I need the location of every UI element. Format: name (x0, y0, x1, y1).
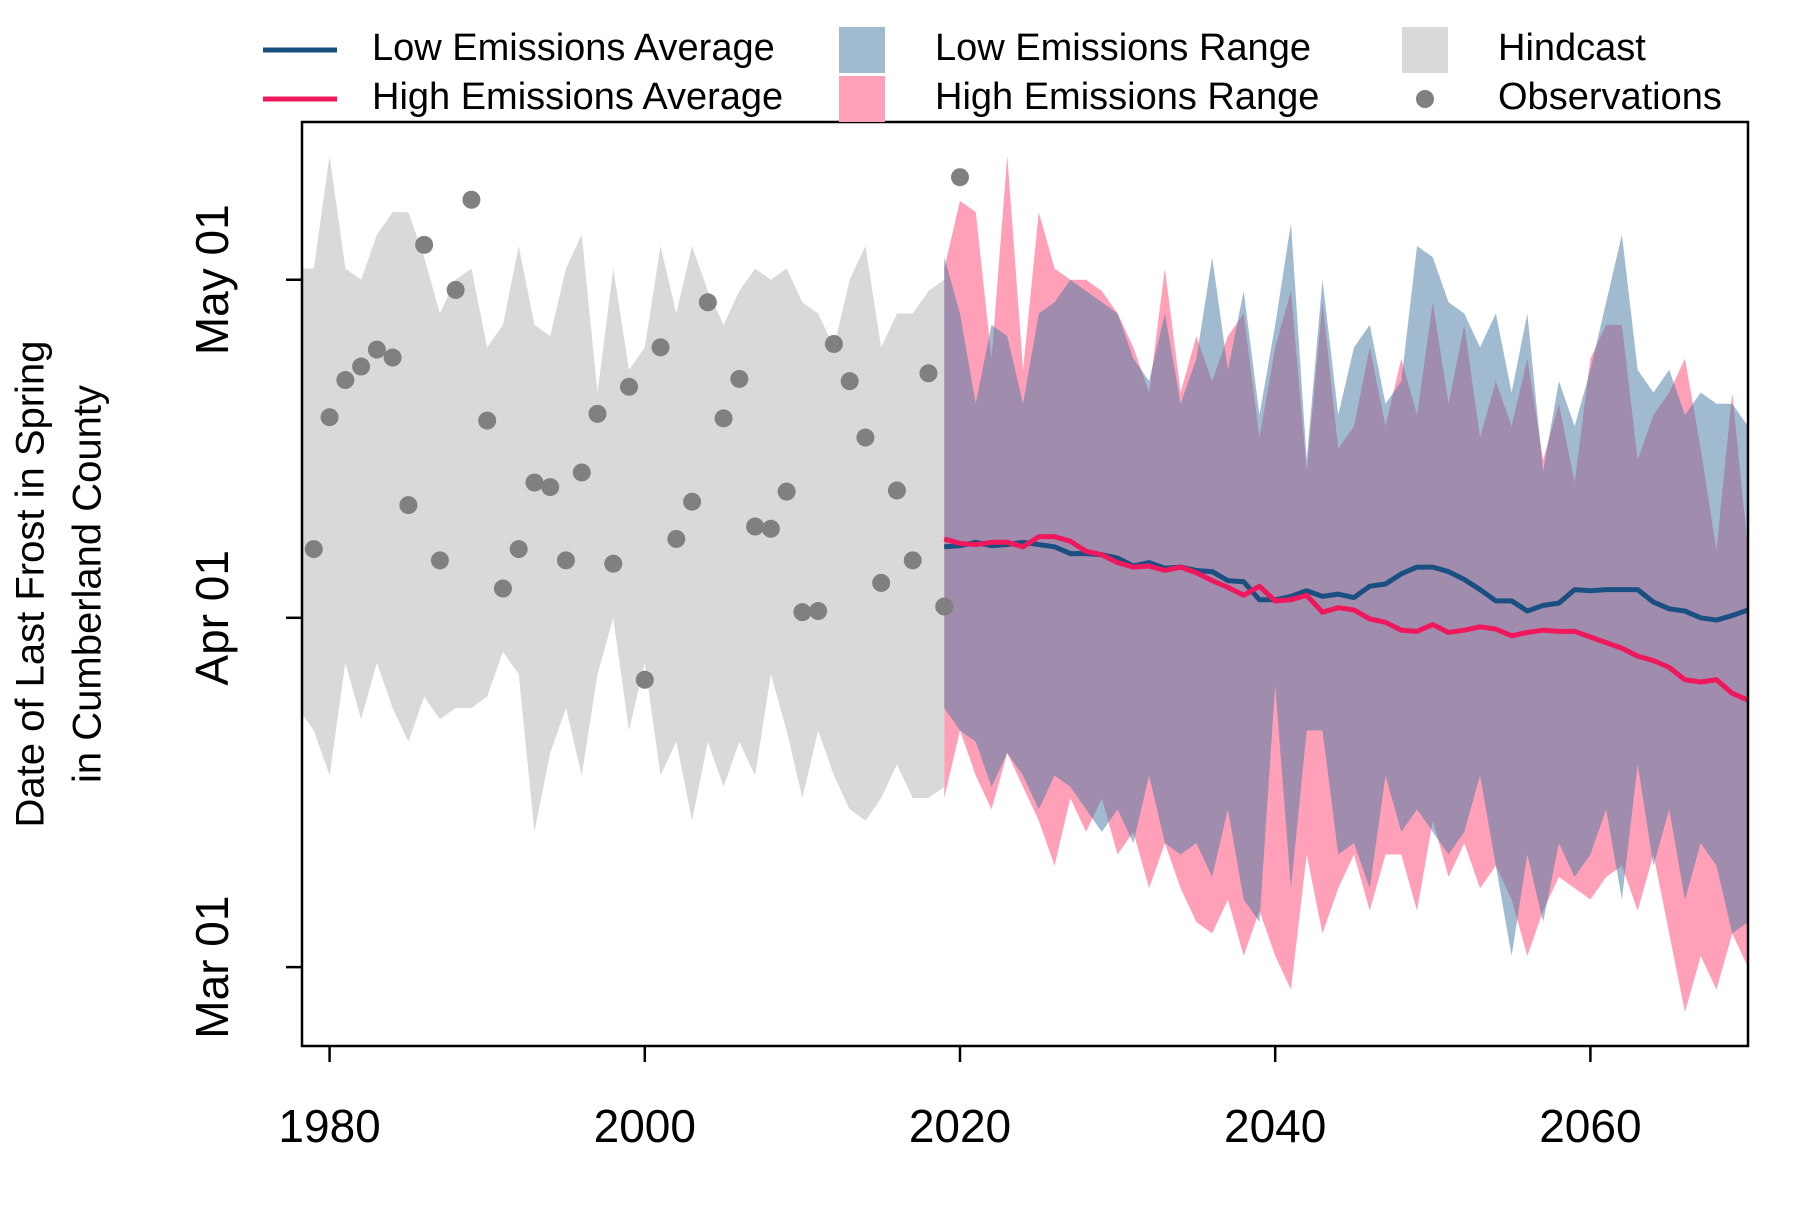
average-line (943, 534, 1748, 703)
observation-point (509, 540, 528, 559)
legend-label: High Emissions Average (372, 76, 783, 118)
observation-point (714, 409, 733, 428)
observation-point (730, 369, 749, 388)
observation-point (935, 597, 954, 616)
y-tick-label: Mar 01 (186, 896, 238, 1039)
plot-area (302, 155, 1748, 1013)
observation-point (352, 357, 371, 376)
observation-point (620, 377, 639, 396)
observation-point (856, 428, 875, 447)
x-tick-label: 2060 (1539, 1100, 1641, 1152)
observation-point (320, 408, 339, 427)
plot-frame (300, 120, 1750, 1048)
y-axis-label: Date of Last Frost in Spring (9, 341, 53, 828)
legend-label: Low Emissions Average (372, 27, 775, 69)
observation-point (446, 280, 465, 299)
observation-point (698, 293, 717, 312)
observation-point (336, 371, 355, 390)
observation-point (525, 473, 544, 492)
observation-point (903, 551, 922, 570)
observation-point (556, 551, 575, 570)
x-tick-label: 2020 (909, 1100, 1011, 1152)
x-tick-label: 1980 (278, 1100, 380, 1152)
observation-point (667, 529, 686, 548)
observation-point (887, 481, 906, 500)
observation-point (383, 348, 402, 367)
y-axis-label: in Cumberland County (66, 385, 110, 783)
observation-point (840, 372, 859, 391)
observation-point (430, 551, 449, 570)
observation-point (950, 168, 969, 187)
observation-point (872, 573, 891, 592)
observation-point (683, 492, 702, 511)
observation-point (478, 411, 497, 430)
observation-point (541, 478, 560, 497)
observation-point (493, 579, 512, 598)
observation-point (651, 338, 670, 357)
observation-point (367, 340, 386, 359)
observation-point (824, 334, 843, 353)
observation-point (746, 517, 765, 536)
range-band (944, 223, 1748, 956)
observation-point (635, 670, 654, 689)
legend-swatch (839, 27, 885, 73)
observation-point (793, 603, 812, 622)
average-line (944, 539, 1748, 623)
legend-label: Observations (1498, 76, 1722, 118)
observation-point (777, 482, 796, 501)
observation-point (304, 540, 323, 559)
observation-point (761, 519, 780, 538)
y-tick-label: Apr 01 (186, 550, 238, 686)
legend-label: Low Emissions Range (935, 27, 1311, 69)
x-tick-label: 2000 (594, 1100, 696, 1152)
legend-swatch (839, 76, 885, 122)
observation-point (588, 404, 607, 423)
observation-point (604, 554, 623, 573)
observation-point (809, 602, 828, 621)
range-band (302, 155, 945, 832)
observation-point (462, 190, 481, 209)
x-tick-label: 2040 (1224, 1100, 1326, 1152)
observation-point (399, 496, 418, 515)
observation-point (572, 463, 591, 482)
legend-label: Hindcast (1498, 27, 1646, 69)
legend-swatch (1402, 27, 1448, 73)
observation-point (919, 364, 938, 383)
legend-point (1416, 90, 1434, 108)
observation-point (415, 235, 434, 254)
legend-label: High Emissions Range (935, 76, 1319, 118)
y-tick-label: May 01 (186, 204, 238, 355)
